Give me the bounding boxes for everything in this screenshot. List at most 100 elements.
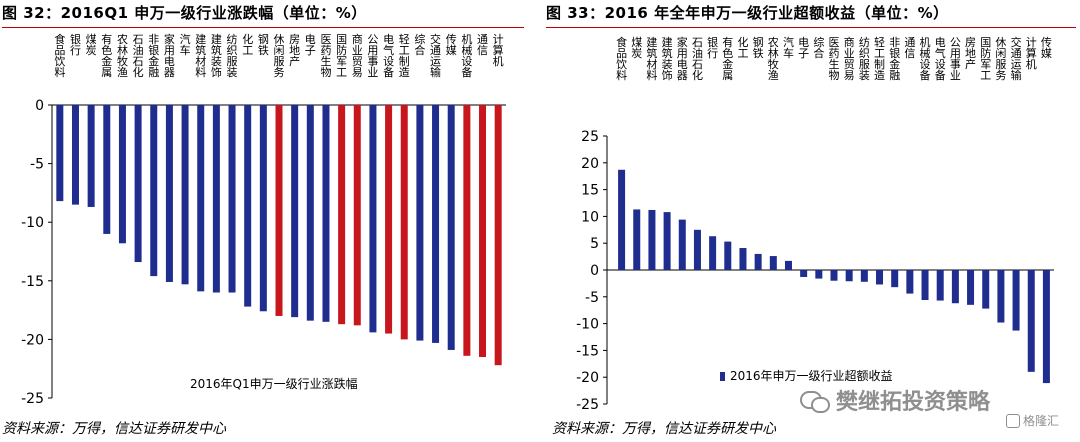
- left-category-label: 通信: [477, 33, 488, 57]
- left-bar: [400, 105, 408, 340]
- right-category-label: 纺织服装: [859, 35, 870, 82]
- right-y-tick-label: -20: [576, 370, 599, 386]
- right-bar: [830, 270, 838, 281]
- right-category-label: 银行: [707, 35, 718, 60]
- left-category-label: 电气设备: [383, 33, 394, 79]
- right-category-label: 房地产: [965, 36, 976, 71]
- right-bar: [891, 270, 899, 288]
- right-y-tick-label: -5: [585, 290, 599, 306]
- right-category-label: 非银金融: [889, 36, 900, 82]
- right-bar: [951, 270, 959, 304]
- left-category-label: 计算机: [493, 33, 504, 68]
- left-bar: [275, 105, 283, 316]
- right-y-tick-label: 10: [581, 209, 599, 225]
- right-y-tick-label: 15: [581, 183, 599, 199]
- right-category-label: 休闲服务: [995, 36, 1006, 82]
- left-y-tick-label: -25: [21, 391, 44, 407]
- right-bar: [936, 270, 944, 301]
- right-title-rule: [546, 27, 1076, 28]
- left-category-label: 汽车: [180, 32, 191, 57]
- watermark: 樊继拓投资策略: [800, 384, 990, 416]
- left-category-label: 国防军工: [336, 33, 347, 79]
- right-bar: [800, 270, 808, 277]
- left-bar: [291, 105, 299, 318]
- gelonghui-text: 格隆汇: [1023, 414, 1060, 428]
- right-y-tick-label: 0: [590, 263, 599, 279]
- left-category-label: 煤炭: [86, 33, 97, 57]
- left-category-label: 纺织服装: [227, 32, 238, 79]
- right-category-label: 建筑材料: [646, 35, 657, 82]
- left-bar: [118, 105, 126, 244]
- left-category-label: 交通运输: [430, 32, 441, 79]
- left-category-label: 银行: [70, 32, 81, 57]
- left-category-label: 公用事业: [367, 33, 378, 79]
- right-y-tick-label: 5: [590, 236, 599, 252]
- left-y-tick-label: -15: [21, 274, 44, 290]
- right-legend-swatch: [720, 372, 725, 381]
- left-bar: [369, 105, 377, 333]
- left-category-label: 医药生物: [320, 33, 331, 79]
- left-category-label: 机械设备: [461, 32, 472, 79]
- left-category-label: 轻工制造: [399, 32, 410, 79]
- left-bar: [87, 105, 95, 207]
- left-category-label: 建筑装饰: [211, 32, 222, 79]
- right-y-tick-label: 25: [581, 129, 599, 145]
- right-source-note: 资料来源：万得，信达证券研发中心: [552, 421, 776, 437]
- left-chart-title: 图 32：2016Q1 申万一级行业涨跌幅（单位：%）: [2, 4, 367, 22]
- left-category-label: 房地产: [289, 33, 300, 68]
- right-category-label: 石油石化: [692, 36, 703, 82]
- left-source-note: 资料来源：万得，信达证券研发中心: [2, 421, 226, 437]
- left-bar: [416, 105, 424, 341]
- right-bar: [693, 229, 701, 270]
- right-category-label: 煤炭: [631, 36, 642, 60]
- right-bar: [784, 260, 792, 270]
- right-category-label: 家用电器: [677, 35, 688, 82]
- right-bar: [967, 270, 975, 305]
- right-bar: [997, 270, 1005, 323]
- right-category-label: 有色金属: [722, 35, 733, 82]
- gelonghui-icon: [1006, 413, 1020, 428]
- left-bar: [432, 105, 440, 343]
- left-bar: [228, 105, 236, 293]
- right-category-label: 综合: [813, 35, 824, 60]
- right-bar: [724, 241, 732, 270]
- left-bar: [134, 105, 142, 263]
- right-bar: [633, 209, 641, 270]
- left-bar: [479, 105, 487, 357]
- right-bar: [678, 219, 686, 270]
- right-category-label: 农林牧渔: [768, 35, 779, 82]
- right-bar: [906, 270, 914, 294]
- right-y-tick-label: -10: [576, 317, 599, 333]
- right-bar: [1012, 270, 1020, 331]
- right-category-label: 国防军工: [980, 36, 991, 82]
- right-category-label: 医药生物: [829, 36, 840, 82]
- right-category-label: 公用事业: [950, 36, 961, 82]
- left-bar: [353, 105, 361, 326]
- right-bar: [769, 256, 777, 270]
- left-y-tick-label: -10: [21, 215, 44, 231]
- right-category-label: 建筑装饰: [662, 35, 673, 82]
- left-bar: [165, 105, 173, 282]
- left-category-label: 石油石化: [133, 33, 144, 79]
- right-category-label: 传媒: [1041, 36, 1052, 60]
- wechat-icon: [800, 389, 830, 413]
- left-category-label: 化工: [242, 32, 253, 57]
- right-bar: [648, 209, 656, 270]
- left-legend-label: 2016年Q1申万一级行业涨跌幅: [190, 376, 358, 391]
- left-bar: [181, 105, 189, 285]
- left-bar: [150, 105, 158, 277]
- left-y-tick-label: -20: [21, 332, 44, 348]
- right-category-label: 电子: [798, 36, 809, 60]
- left-category-label: 商业贸易: [352, 32, 363, 79]
- left-category-label: 有色金属: [101, 32, 112, 79]
- right-y-tick-label: -15: [576, 343, 599, 359]
- right-bar: [876, 270, 884, 285]
- left-bar: [212, 105, 220, 293]
- left-y-tick-label: 0: [35, 98, 44, 114]
- right-bar: [860, 270, 868, 282]
- left-category-label: 非银金融: [148, 33, 159, 79]
- right-bar: [1027, 270, 1035, 372]
- watermark-text: 樊继拓投资策略: [836, 390, 991, 415]
- left-title-rule: [2, 27, 524, 28]
- right-bar: [709, 236, 717, 270]
